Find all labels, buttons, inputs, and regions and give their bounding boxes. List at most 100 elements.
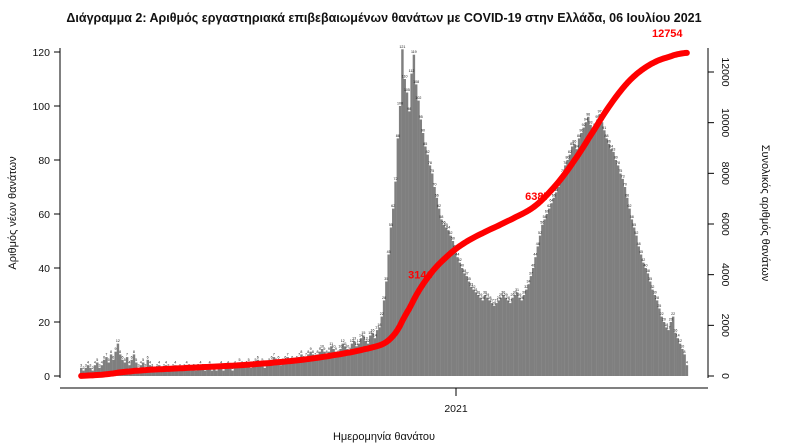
bar: [492, 305, 496, 376]
cumulative-deaths-line: [78, 49, 690, 379]
cumulative-callout: 12754: [652, 28, 683, 40]
bar-value-label: 7: [305, 353, 307, 357]
bar-value-label: 3: [172, 363, 174, 367]
bar: [678, 343, 682, 376]
bar-value-label: 35: [467, 277, 471, 281]
bar-value-label: 38: [646, 269, 650, 273]
bar: [346, 349, 349, 376]
bar-value-label: 88: [577, 134, 581, 138]
bar: [320, 349, 324, 376]
bar-value-label: 15: [361, 331, 365, 335]
bar-value-label: 83: [611, 147, 615, 151]
bar: [295, 359, 299, 376]
bar: [86, 365, 90, 376]
bar: [460, 268, 464, 376]
bar-value-label: 22: [380, 312, 384, 316]
bar-value-label: 4: [686, 361, 688, 365]
bar: [222, 370, 225, 376]
bar-value-label: 6: [296, 355, 298, 359]
bar: [249, 367, 253, 376]
bar: [263, 367, 266, 376]
bar: [619, 173, 622, 376]
bar: [580, 133, 583, 376]
bar: [258, 365, 262, 376]
bar: [449, 235, 452, 376]
bar: [392, 208, 395, 376]
bar-value-label: 7: [273, 353, 275, 357]
bar: [84, 367, 88, 376]
bar-value-label: 4: [128, 361, 130, 365]
bar-value-label: 14: [359, 334, 363, 338]
bar: [506, 300, 510, 376]
bar: [89, 367, 92, 376]
bar: [160, 370, 163, 376]
bar: [513, 295, 517, 376]
bar-value-label: 29: [499, 293, 503, 297]
bar: [272, 357, 276, 376]
bar: [293, 362, 296, 376]
y2-tick-label: 0: [719, 373, 731, 379]
bar: [483, 295, 487, 376]
y-tick-label: 40: [38, 263, 50, 275]
bar: [403, 79, 406, 376]
bar-value-label: 56: [442, 220, 446, 224]
bar: [660, 316, 663, 376]
bar-value-label: 3: [89, 363, 91, 367]
y2-tick-label: 10000: [719, 108, 731, 137]
bar-value-label: 7: [314, 353, 316, 357]
bar: [504, 297, 507, 376]
bar: [671, 316, 675, 376]
bar-value-label: 20: [662, 318, 666, 322]
bar: [215, 370, 218, 376]
bar: [408, 111, 411, 377]
bar-value-label: 28: [481, 296, 485, 300]
bar-value-label: 4: [209, 361, 211, 365]
bar-value-label: 12: [116, 339, 120, 343]
bar: [456, 257, 459, 376]
bar-value-label: 6: [121, 355, 123, 359]
bar: [518, 297, 521, 376]
bar: [279, 365, 283, 376]
bar: [348, 351, 351, 376]
bar: [630, 219, 634, 376]
bar: [433, 187, 436, 376]
bar: [529, 276, 533, 376]
bar: [681, 349, 684, 376]
bar-value-label: 12: [357, 339, 361, 343]
bar-value-label: 5: [135, 358, 137, 362]
bar: [130, 359, 133, 376]
bar-value-label: 6: [277, 355, 279, 359]
bar-value-label: 6: [284, 355, 286, 359]
y2-axis-ticks: 0 2000 4000 6000 8000 10000 12000: [708, 57, 731, 379]
bar-value-label: 55: [444, 223, 448, 227]
bar: [252, 365, 255, 376]
bar-value-label: 80: [614, 156, 618, 160]
bar: [102, 359, 106, 376]
bar-value-label: 73: [621, 174, 625, 178]
bar-value-label: 13: [352, 336, 356, 340]
bar: [437, 208, 441, 376]
bar: [201, 367, 205, 376]
bar-value-label: 70: [432, 183, 436, 187]
bar: [621, 178, 624, 376]
bar: [612, 151, 615, 376]
bar-value-label: 40: [644, 264, 648, 268]
bar: [199, 365, 202, 376]
bar-value-label: 42: [641, 258, 645, 262]
bar: [538, 235, 542, 376]
y2-tick-label: 2000: [719, 314, 731, 338]
bar: [412, 54, 416, 376]
bar-value-label: 62: [547, 204, 551, 208]
bar-value-label: 75: [618, 169, 622, 173]
bar: [616, 165, 620, 376]
bar-value-label: 44: [455, 253, 459, 257]
bar: [502, 295, 505, 376]
cumulative-callout: 3146: [408, 269, 432, 281]
bar: [587, 116, 590, 377]
bar-value-label: 30: [513, 291, 517, 295]
bar-value-label: 4: [101, 361, 103, 365]
y2-tick-label: 8000: [719, 162, 731, 186]
bar: [132, 354, 136, 376]
bar: [359, 338, 363, 376]
bar: [442, 224, 445, 376]
